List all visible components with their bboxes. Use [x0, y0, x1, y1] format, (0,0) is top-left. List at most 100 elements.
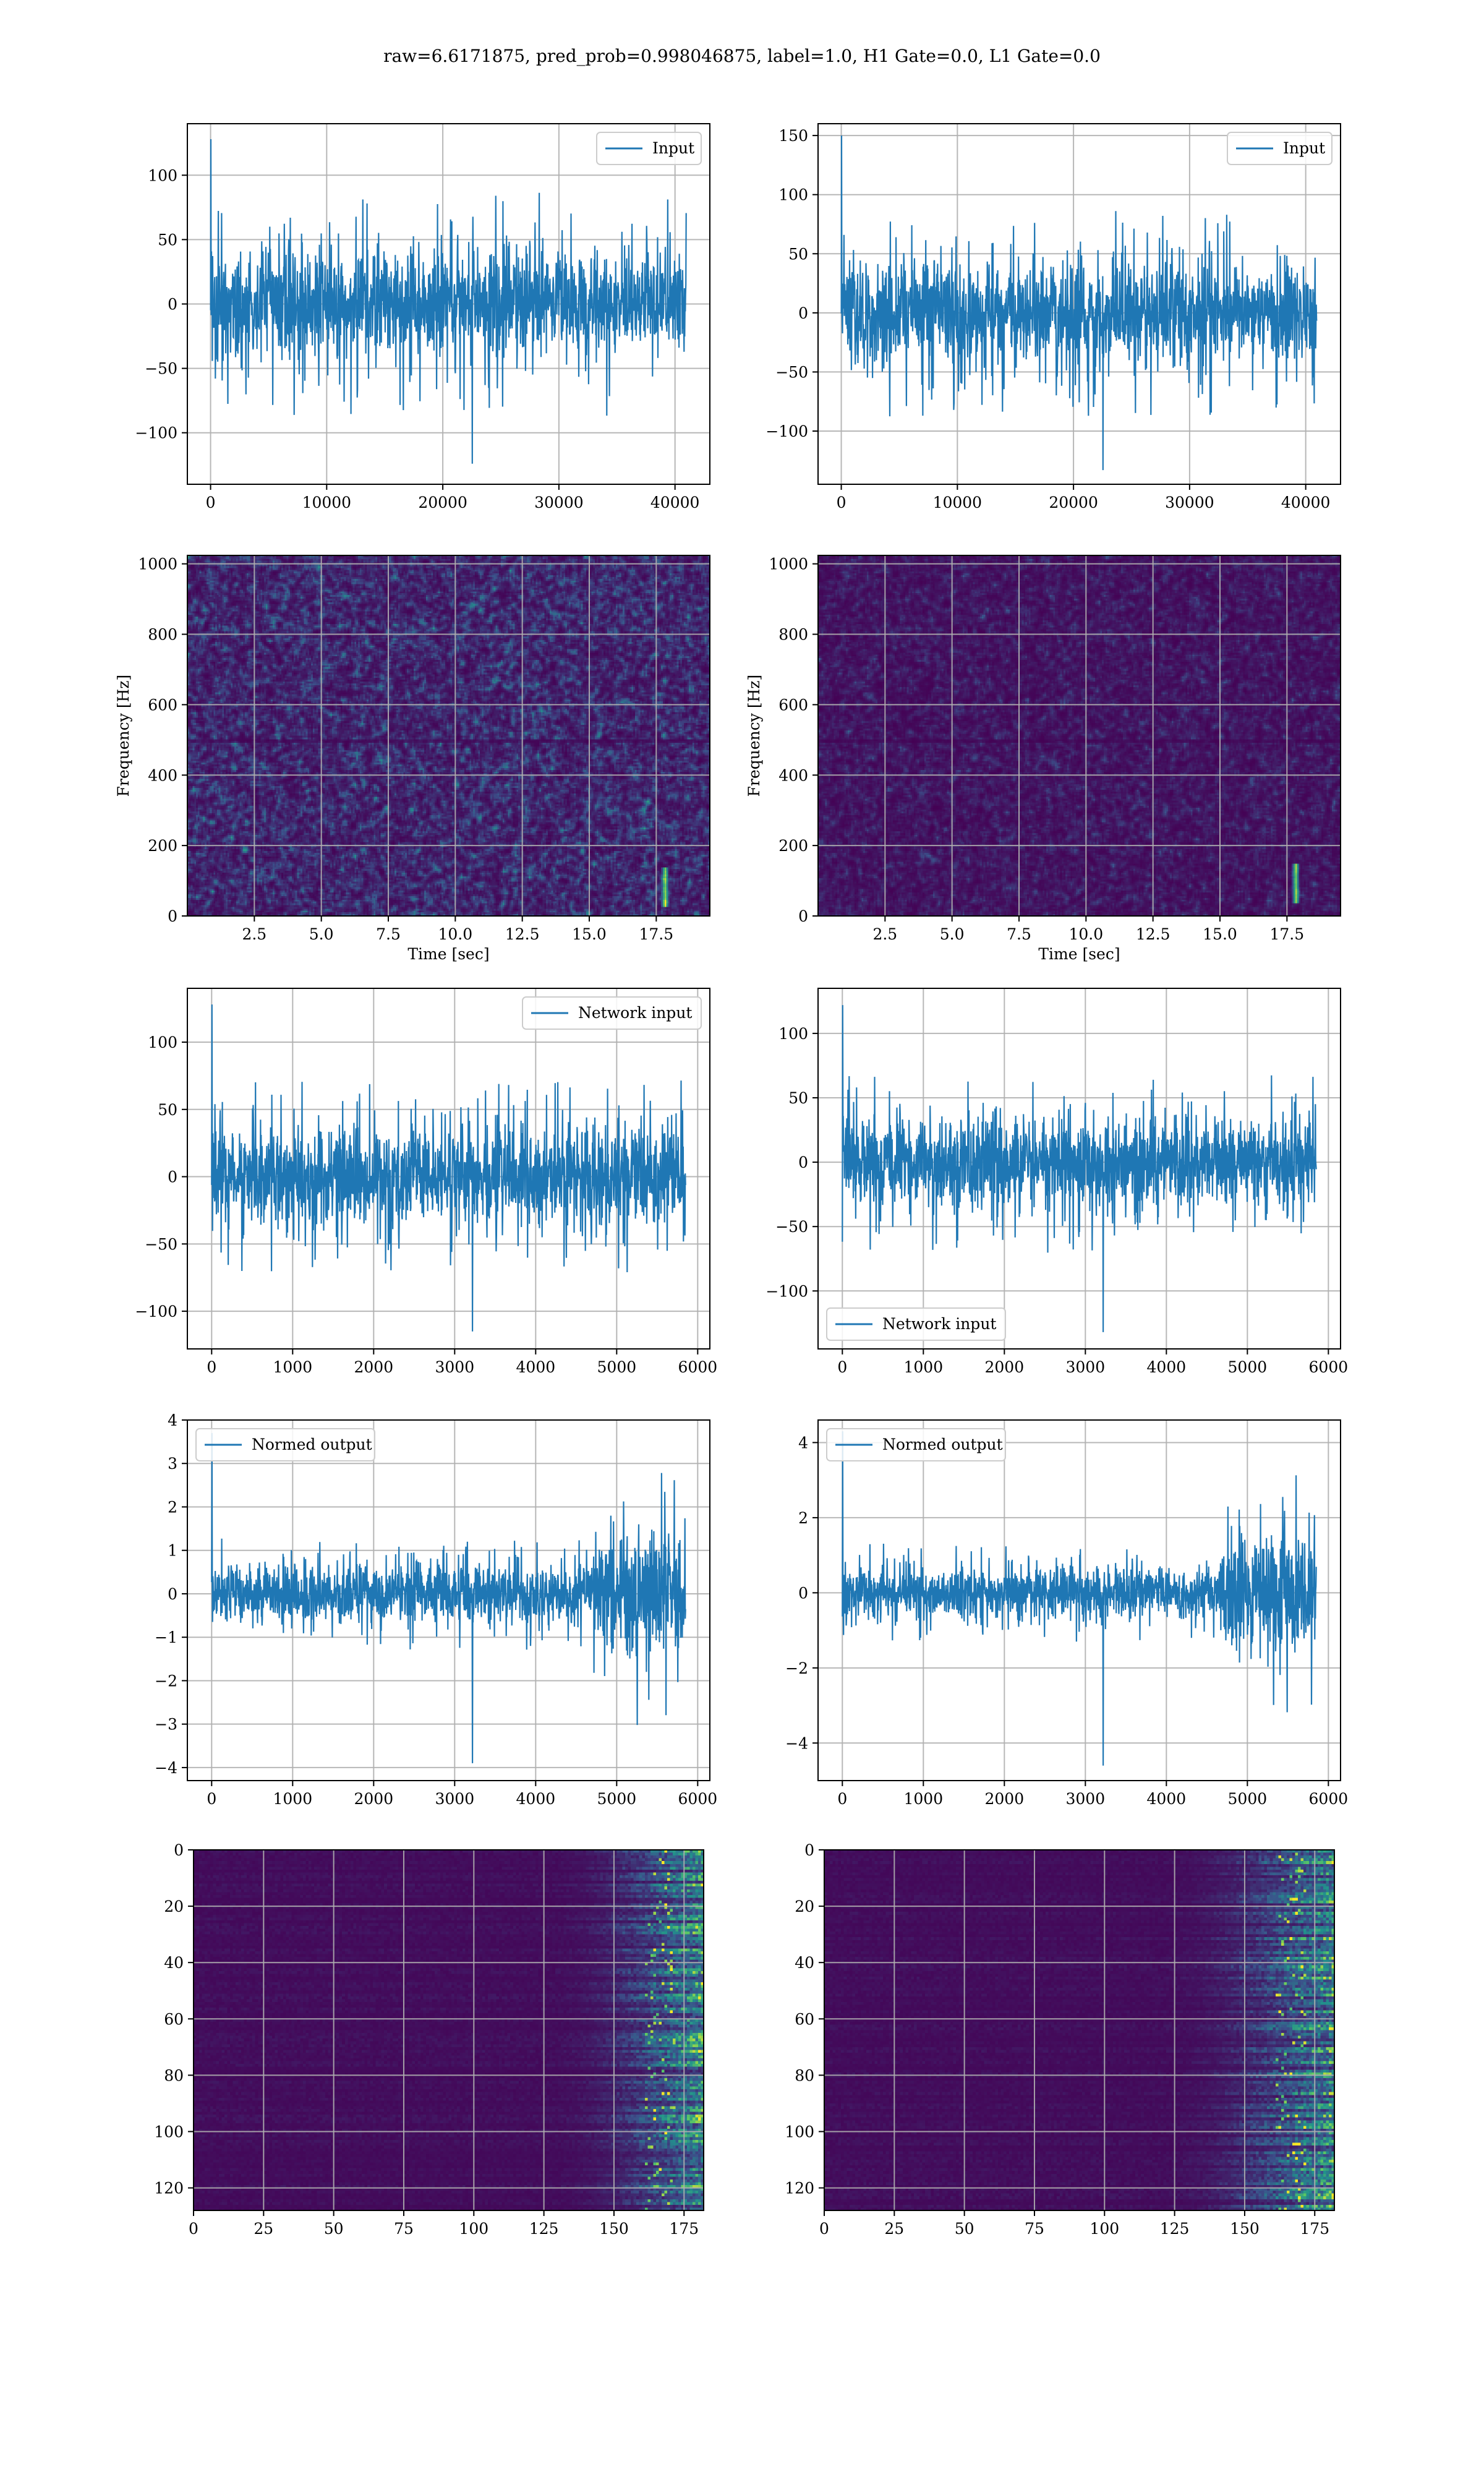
series-line-input-h1: [210, 139, 687, 464]
x-tick-label: 20000: [418, 494, 467, 511]
subplot-spec-h1: 2.5 5.0 7.5 10.0 12.5 15.0 17.5 0 200 400 600 800 10…: [114, 555, 710, 963]
y-tick-label: 100: [154, 2123, 184, 2141]
y-tick-label: 800: [148, 626, 177, 644]
x-tick-label: 5.0: [940, 925, 965, 943]
axes-frame-feat-h1: [193, 1849, 704, 2211]
x-tick-label: 2000: [985, 1358, 1025, 1376]
x-tick-label: 5000: [597, 1358, 637, 1376]
y-tick-label: 1000: [769, 555, 808, 573]
y-tick-label: 50: [788, 1089, 808, 1107]
y-tick-label: 2: [168, 1498, 177, 1516]
y-tick-label: 200: [778, 837, 808, 855]
axes-frame-norm-l1: [817, 1419, 1341, 1781]
x-tick-label: 12.5: [1136, 925, 1171, 943]
y-tick-label: 60: [164, 2010, 184, 2028]
axes-frame-spec-h1: [187, 555, 710, 917]
x-tick-label: 7.5: [1007, 925, 1031, 943]
y-tick-label: −100: [765, 1282, 808, 1300]
x-tick-label: 3000: [1066, 1790, 1106, 1808]
x-tick-label: 175: [1300, 2220, 1329, 2238]
x-tick-label: 2000: [354, 1358, 394, 1376]
x-tick-label: 15.0: [572, 925, 607, 943]
x-tick-label: 40000: [650, 494, 700, 511]
x-tick-label: 5000: [1228, 1358, 1268, 1376]
subplot-net-h1: 0 1000 2000 3000 4000 5000 6000 −100 −50 0 50 100 Ne…: [135, 988, 717, 1376]
x-tick-label: 0: [837, 1790, 847, 1808]
x-tick-label: 25: [254, 2220, 273, 2238]
x-tick-label: 10.0: [438, 925, 472, 943]
x-tick-label: 25: [884, 2220, 904, 2238]
x-tick-label: 2.5: [242, 925, 267, 943]
y-tick-label: 0: [798, 304, 808, 322]
x-tick-label: 3000: [435, 1790, 475, 1808]
x-tick-label: 10000: [933, 494, 983, 511]
legend-label: Normed output: [252, 1435, 372, 1453]
figure-title: raw=6.6171875, pred_prob=0.998046875, la…: [383, 46, 1101, 66]
x-tick-label: 2000: [354, 1790, 394, 1808]
axes-frame-norm-h1: [187, 1419, 710, 1781]
y-tick-label: 0: [174, 1841, 184, 1859]
y-tick-label: 100: [785, 2123, 814, 2141]
x-tick-label: 0: [189, 2220, 198, 2238]
y-tick-label: 100: [778, 1025, 808, 1043]
y-tick-label: 0: [168, 1168, 177, 1186]
y-tick-label: 40: [795, 1954, 814, 1972]
legend-label: Input: [652, 139, 694, 157]
y-tick-label: 150: [778, 127, 808, 145]
y-tick-label: −100: [135, 1303, 177, 1320]
legend-net-h1: Network input: [522, 996, 702, 1030]
x-tick-label: 3000: [1066, 1358, 1106, 1376]
x-tick-label: 50: [955, 2220, 974, 2238]
y-tick-label: 50: [788, 245, 808, 263]
legend-net-l1: Network input: [826, 1307, 1006, 1341]
x-tick-label: 1000: [903, 1358, 943, 1376]
y-tick-label: 800: [778, 626, 808, 644]
series-line-norm-l1: [842, 1431, 1317, 1766]
x-tick-label: 175: [669, 2220, 699, 2238]
x-tick-label: 7.5: [376, 925, 401, 943]
y-tick-label: 0: [168, 907, 177, 925]
y-tick-label: −2: [155, 1672, 177, 1690]
x-tick-label: 4000: [516, 1790, 556, 1808]
x-tick-label: 12.5: [505, 925, 540, 943]
y-tick-label: 400: [148, 766, 177, 784]
x-tick-label: 125: [1160, 2220, 1190, 2238]
heatmap-image-spec-h1: [187, 555, 710, 916]
y-tick-label: −100: [765, 422, 808, 440]
x-tick-label: 20000: [1049, 494, 1098, 511]
y-tick-label: 600: [148, 696, 177, 714]
x-tick-label: 3000: [435, 1358, 475, 1376]
x-axis-label: Time [sec]: [407, 945, 489, 963]
x-tick-label: 17.5: [639, 925, 673, 943]
y-tick-label: 200: [148, 837, 177, 855]
x-tick-label: 0: [206, 494, 216, 511]
x-tick-label: 15.0: [1203, 925, 1237, 943]
x-tick-label: 4000: [1147, 1790, 1187, 1808]
x-tick-label: 125: [529, 2220, 559, 2238]
y-tick-label: 1000: [138, 555, 177, 573]
legend-input-h1: Input: [596, 132, 702, 165]
y-tick-label: −50: [775, 363, 808, 381]
x-tick-label: 4000: [1147, 1358, 1187, 1376]
x-tick-label: 17.5: [1269, 925, 1304, 943]
x-tick-label: 1000: [273, 1358, 312, 1376]
x-tick-label: 40000: [1281, 494, 1331, 511]
axes-frame-net-l1: [817, 988, 1341, 1350]
y-tick-label: 0: [798, 1584, 808, 1602]
legend-label: Network input: [882, 1315, 996, 1333]
y-axis-label: Frequency [Hz]: [114, 675, 132, 797]
y-tick-label: 0: [168, 1585, 177, 1603]
y-tick-label: 80: [795, 2066, 814, 2084]
y-tick-label: −2: [785, 1659, 808, 1677]
series-line-input-l1: [840, 135, 1318, 471]
axes-frame-spec-l1: [817, 555, 1341, 917]
x-tick-label: 10.0: [1068, 925, 1103, 943]
x-tick-label: 1000: [903, 1790, 943, 1808]
subplot-spec-l1: 2.5 5.0 7.5 10.0 12.5 15.0 17.5 0 200 400 600 800 10…: [745, 555, 1341, 963]
legend-norm-h1: Normed output: [195, 1428, 375, 1461]
series-line-net-l1: [842, 1005, 1317, 1332]
y-tick-label: 600: [778, 696, 808, 714]
y-tick-label: −100: [135, 424, 177, 442]
